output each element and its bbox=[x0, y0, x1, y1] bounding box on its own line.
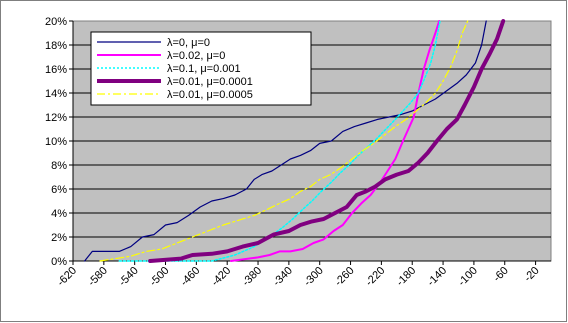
x-tick-label: -20 bbox=[522, 265, 542, 285]
legend-box bbox=[90, 31, 312, 106]
y-tick-label: 16% bbox=[45, 64, 67, 76]
x-tick-label: -380 bbox=[240, 265, 264, 289]
legend-label-2: λ=0.02, μ=0 bbox=[167, 50, 225, 62]
x-axis-ticks: -620 -580 -540 -500 -460 -420 -380 -340 -300 -260… bbox=[55, 261, 542, 289]
y-tick-label: 10% bbox=[45, 136, 67, 148]
y-tick-label: 18% bbox=[45, 40, 67, 52]
x-tick-label: -300 bbox=[302, 265, 326, 289]
x-tick-label: -580 bbox=[86, 265, 110, 289]
series-line-4 bbox=[148, 19, 506, 263]
y-tick-label: 2% bbox=[51, 232, 67, 244]
x-tick-label: -220 bbox=[363, 265, 387, 289]
x-tick-label: -100 bbox=[456, 265, 480, 289]
legend: λ=0, μ=0λ=0.02, μ=0λ=0.1, μ=0.001λ=0.01,… bbox=[90, 31, 312, 106]
y-tick-label: 14% bbox=[45, 88, 67, 100]
x-tick-label: -260 bbox=[333, 265, 357, 289]
series-layer bbox=[84, 19, 506, 263]
legend-label-5: λ=0.01, μ=0.0005 bbox=[167, 89, 253, 101]
series-line-2 bbox=[230, 20, 441, 262]
y-tick-label: 0% bbox=[51, 256, 67, 268]
y-tick-label: 20% bbox=[45, 16, 67, 28]
legend-label-4: λ=0.01, μ=0.0001 bbox=[167, 76, 253, 88]
series-line-5 bbox=[99, 20, 469, 262]
x-tick-label: -620 bbox=[55, 265, 79, 289]
y-tick-label: 8% bbox=[51, 160, 67, 172]
legend-label-1: λ=0, μ=0 bbox=[167, 37, 210, 49]
x-tick-label: -500 bbox=[148, 265, 172, 289]
y-tick-label: 12% bbox=[45, 112, 67, 124]
x-tick-label: -180 bbox=[394, 265, 418, 289]
x-tick-label: -460 bbox=[178, 265, 202, 289]
x-tick-label: -540 bbox=[117, 265, 141, 289]
y-tick-label: 6% bbox=[51, 184, 67, 196]
x-tick-label: -60 bbox=[491, 265, 511, 285]
x-tick-label: -340 bbox=[271, 265, 295, 289]
legend-label-3: λ=0.1, μ=0.001 bbox=[167, 63, 241, 75]
y-axis-ticks: 0% 2% 4% 6% 8% 10% 12% 14% 16% 18% 20% bbox=[45, 16, 73, 268]
series-line-1 bbox=[84, 20, 487, 262]
x-tick-label: -140 bbox=[425, 265, 449, 289]
series-line-3 bbox=[118, 20, 441, 262]
y-tick-label: 4% bbox=[51, 208, 67, 220]
x-tick-label: -420 bbox=[209, 265, 233, 289]
